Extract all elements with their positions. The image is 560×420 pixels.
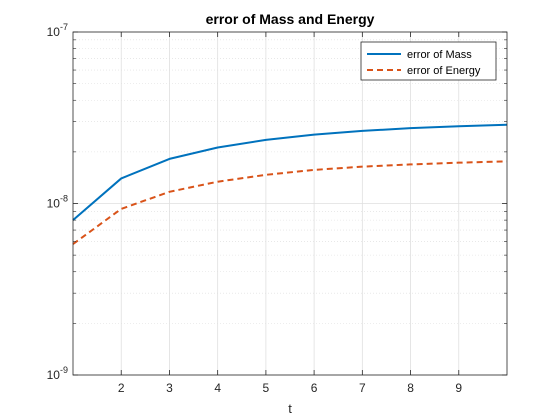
x-axis-label: t xyxy=(288,401,292,416)
chart-title: error of Mass and Energy xyxy=(206,11,375,27)
x-tick-label: 2 xyxy=(118,381,125,395)
legend-label-1: error of Mass xyxy=(407,49,472,61)
x-tick-label: 8 xyxy=(407,381,414,395)
x-tick-label: 4 xyxy=(214,381,221,395)
series-layer xyxy=(72,123,508,245)
series-line-2 xyxy=(72,160,508,245)
y-tick-label: 10-9 xyxy=(47,365,68,382)
x-tick-label: 3 xyxy=(166,381,173,395)
legend: error of Mass error of Energy xyxy=(360,41,497,81)
x-tick-label: 7 xyxy=(359,381,366,395)
x-tick-label: 5 xyxy=(263,381,270,395)
legend-box xyxy=(360,41,497,81)
y-tick-labels: 10-9 10-8 10-7 xyxy=(47,22,68,382)
major-grid xyxy=(73,31,507,376)
y-tick-label: 10-7 xyxy=(47,22,68,39)
ticks-layer xyxy=(73,31,507,376)
legend-label-2: error of Energy xyxy=(407,65,481,77)
series-line-1 xyxy=(72,123,508,221)
x-tick-label: 6 xyxy=(311,381,318,395)
x-tick-label: 9 xyxy=(455,381,462,395)
x-tick-labels: 2 3 4 5 6 7 8 9 xyxy=(118,381,463,395)
minor-grid xyxy=(73,39,507,324)
y-tick-label: 10-8 xyxy=(47,194,68,211)
